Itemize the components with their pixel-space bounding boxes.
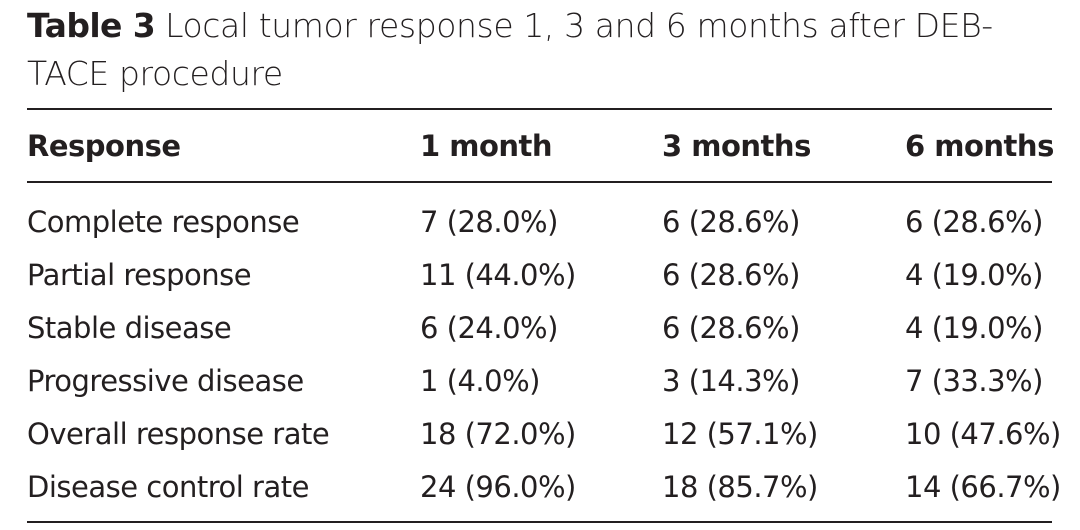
- cell-3-months: 6 (28.6%): [662, 310, 800, 345]
- table-row: Progressive disease 1 (4.0%) 3 (14.3%) 7…: [27, 354, 1052, 407]
- header-rule: [27, 181, 1052, 183]
- cell-3-months: 6 (28.6%): [662, 257, 800, 292]
- cell-1-month: 24 (96.0%): [420, 469, 576, 504]
- response-table: Response 1 month 3 months 6 months Compl…: [27, 110, 1061, 513]
- cell-6-months: 14 (66.7%): [905, 469, 1061, 504]
- table-row: Partial response 11 (44.0%) 6 (28.6%) 4 …: [27, 248, 1052, 301]
- row-label: Stable disease: [27, 310, 232, 345]
- cell-1-month: 11 (44.0%): [420, 257, 576, 292]
- cell-3-months: 12 (57.1%): [662, 416, 818, 451]
- cell-6-months: 10 (47.6%): [905, 416, 1061, 451]
- table-label: Table 3: [27, 6, 156, 45]
- header-response: Response: [27, 128, 181, 163]
- cell-1-month: 18 (72.0%): [420, 416, 576, 451]
- top-rule: [27, 108, 1052, 110]
- cell-6-months: 4 (19.0%): [905, 257, 1043, 292]
- header-6-months: 6 months: [905, 128, 1054, 163]
- cell-1-month: 6 (24.0%): [420, 310, 558, 345]
- cell-6-months: 6 (28.6%): [905, 204, 1043, 239]
- cell-3-months: 3 (14.3%): [662, 363, 800, 398]
- table-title: Local tumor response 1, 3 and 6 months a…: [27, 6, 993, 93]
- row-label: Overall response rate: [27, 416, 330, 451]
- cell-3-months: 18 (85.7%): [662, 469, 818, 504]
- bottom-rule: [27, 521, 1052, 523]
- cell-6-months: 7 (33.3%): [905, 363, 1043, 398]
- table-caption: Table 3 Local tumor response 1, 3 and 6 m…: [27, 2, 1067, 98]
- cell-1-month: 7 (28.0%): [420, 204, 558, 239]
- header-row: Response 1 month 3 months 6 months: [27, 110, 1054, 181]
- row-label: Progressive disease: [27, 363, 304, 398]
- row-label: Disease control rate: [27, 469, 309, 504]
- row-label: Complete response: [27, 204, 300, 239]
- cell-3-months: 6 (28.6%): [662, 204, 800, 239]
- table-row: Stable disease 6 (24.0%) 6 (28.6%) 4 (19…: [27, 301, 1052, 354]
- cell-6-months: 4 (19.0%): [905, 310, 1043, 345]
- header-3-months: 3 months: [662, 128, 811, 163]
- table-row: Disease control rate 24 (96.0%) 18 (85.7…: [27, 460, 1061, 513]
- table-row: Overall response rate 18 (72.0%) 12 (57.…: [27, 407, 1061, 460]
- table-row: Complete response 7 (28.0%) 6 (28.6%) 6 …: [27, 181, 1052, 248]
- row-label: Partial response: [27, 257, 252, 292]
- cell-1-month: 1 (4.0%): [420, 363, 540, 398]
- header-1-month: 1 month: [420, 128, 553, 163]
